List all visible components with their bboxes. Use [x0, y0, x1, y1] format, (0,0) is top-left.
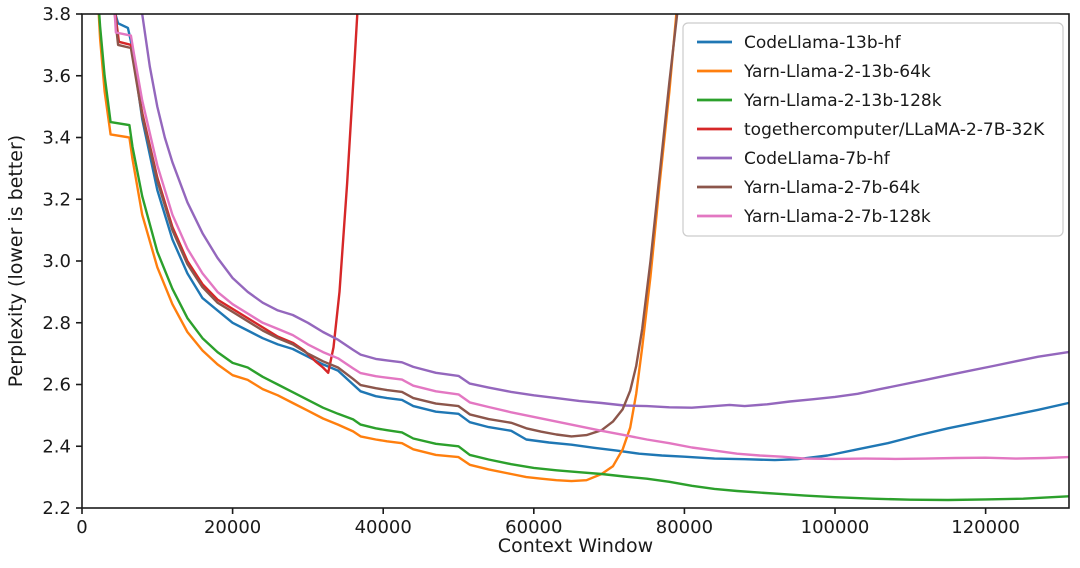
- y-tick-label: 2.2: [42, 498, 71, 519]
- legend-label: togethercomputer/LLaMA-2-7B-32K: [744, 120, 1045, 140]
- y-tick-label: 3.4: [42, 128, 71, 149]
- legend-box: [682, 22, 1064, 237]
- legend-item: togethercomputer/LLaMA-2-7B-32K: [697, 120, 1045, 140]
- series-line-1: [97, 14, 678, 483]
- y-tick-label: 3.0: [42, 251, 71, 272]
- series-line-6: [113, 14, 1069, 461]
- legend-item: Yarn-Llama-2-7b-128k: [697, 207, 931, 227]
- y-tick-label: 2.4: [42, 436, 71, 457]
- x-tick-label: 100000: [801, 517, 870, 538]
- series-line-2: [98, 14, 1069, 502]
- legend-label: Yarn-Llama-2-7b-64k: [743, 178, 920, 198]
- legend: CodeLlama-13b-hf Yarn-Llama-2-13b-64k Yarn…: [682, 22, 1064, 237]
- x-tick-label: 120000: [951, 517, 1020, 538]
- y-axis-label: Perplexity (lower is better): [5, 135, 27, 387]
- series-line-5: [113, 14, 679, 438]
- y-tick-label: 2.8: [42, 313, 71, 334]
- x-tick-label: 80000: [656, 517, 713, 538]
- legend-item: CodeLlama-13b-hf: [697, 33, 902, 53]
- legend-label: CodeLlama-7b-hf: [744, 149, 891, 169]
- x-tick-label: 0: [76, 517, 87, 538]
- legend-label: Yarn-Llama-2-13b-128k: [743, 91, 942, 111]
- y-tick-label: 3.6: [42, 66, 71, 87]
- legend-label: Yarn-Llama-2-13b-64k: [743, 62, 931, 82]
- legend-item: CodeLlama-7b-hf: [697, 149, 891, 169]
- series-line-4: [140, 14, 1069, 409]
- y-tick-label: 3.2: [42, 189, 71, 210]
- legend-item: Yarn-Llama-2-13b-128k: [697, 91, 942, 111]
- x-tick-label: 60000: [505, 517, 562, 538]
- legend-item: Yarn-Llama-2-13b-64k: [697, 62, 931, 82]
- y-tick-label: 2.6: [42, 375, 71, 396]
- legend-item: Yarn-Llama-2-7b-64k: [697, 178, 920, 198]
- legend-label: CodeLlama-13b-hf: [744, 33, 902, 53]
- series-group: [97, 14, 1069, 502]
- x-axis-label: Context Window: [498, 535, 653, 557]
- x-tick-label: 40000: [355, 517, 412, 538]
- legend-label: Yarn-Llama-2-7b-128k: [743, 207, 931, 227]
- y-tick-label: 3.8: [42, 4, 71, 25]
- series-line-0: [114, 14, 1069, 462]
- x-tick-label: 20000: [204, 517, 261, 538]
